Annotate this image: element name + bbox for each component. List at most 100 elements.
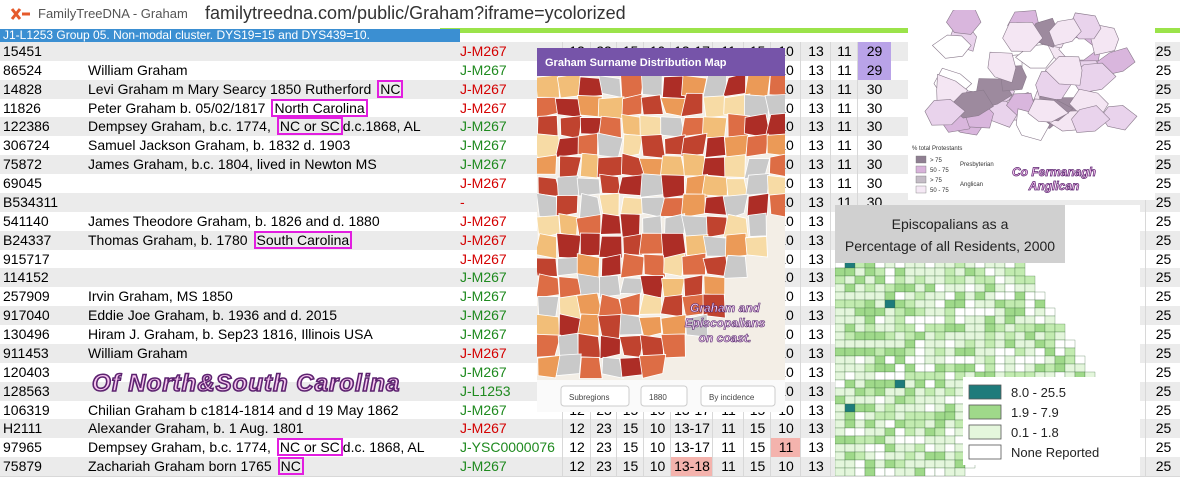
county <box>681 252 707 276</box>
county <box>894 323 906 333</box>
county <box>944 379 956 389</box>
name-text: Alexander Graham, b. 1 Aug. 1801 <box>88 420 304 437</box>
county <box>556 72 581 99</box>
county <box>884 379 896 389</box>
county <box>894 331 906 341</box>
county <box>914 411 926 421</box>
county <box>894 467 906 476</box>
county <box>576 177 601 197</box>
county <box>579 356 603 379</box>
county <box>854 267 866 277</box>
kit-number: 97965 <box>3 439 42 456</box>
county <box>1044 307 1056 317</box>
kit-number: 15451 <box>3 43 42 59</box>
county <box>984 323 996 333</box>
county <box>854 443 866 453</box>
county <box>1014 275 1026 285</box>
haplogroup: - <box>460 193 465 210</box>
county <box>1004 363 1016 373</box>
dropdown[interactable] <box>640 385 688 407</box>
county <box>914 347 926 357</box>
kit-number: 306724 <box>3 137 50 154</box>
tab-title[interactable]: FamilyTreeDNA - Graham <box>38 6 188 21</box>
county <box>894 315 906 325</box>
kit-number: 122386 <box>3 118 50 135</box>
county <box>844 275 856 285</box>
haplogroup: J-M267 <box>460 288 507 305</box>
marker-value: 13 <box>800 117 831 137</box>
county <box>934 267 946 277</box>
name-cell: Chilian Graham b c1814-1814 and d 19 May… <box>88 401 456 420</box>
county <box>874 435 886 445</box>
name-text: Levi Graham m Mary Searcy 1850 Rutherfor… <box>88 80 372 97</box>
county <box>835 451 846 461</box>
dropdown[interactable] <box>560 385 630 407</box>
county <box>1034 307 1046 317</box>
marker-value: 25 <box>1145 362 1180 382</box>
county <box>619 313 643 336</box>
county <box>844 379 856 389</box>
county <box>904 315 916 325</box>
dropdown[interactable] <box>700 385 776 407</box>
county <box>944 315 956 325</box>
county <box>835 435 846 445</box>
marker-value: 25 <box>1145 343 1180 363</box>
name-cell: Zachariah Graham born 1765 NC <box>88 457 456 476</box>
county <box>904 443 916 453</box>
marker-value: 23 <box>590 419 617 439</box>
highlight-box: South Carolina <box>253 230 353 249</box>
marker-value: 25 <box>1145 249 1180 269</box>
county <box>904 451 916 461</box>
county <box>1044 323 1056 333</box>
county <box>874 315 886 325</box>
name-text: Dempsey Graham, b.c. 1774, <box>88 439 271 456</box>
county <box>984 355 996 365</box>
county <box>904 267 916 277</box>
county <box>994 323 1006 333</box>
county <box>934 451 946 461</box>
county <box>864 323 876 333</box>
county <box>854 355 866 365</box>
county <box>702 235 728 257</box>
legend-swatch <box>915 165 927 174</box>
county <box>680 132 708 157</box>
county <box>934 315 946 325</box>
county <box>994 347 1006 357</box>
county <box>1014 315 1026 325</box>
county <box>1074 363 1086 373</box>
county <box>944 339 956 349</box>
county <box>904 411 916 421</box>
county <box>864 347 876 357</box>
county <box>934 363 946 373</box>
county <box>904 323 916 333</box>
county <box>944 467 956 476</box>
county <box>1014 267 1026 277</box>
county <box>1014 299 1026 309</box>
county <box>854 451 866 461</box>
county <box>854 307 866 317</box>
county <box>1024 323 1036 333</box>
county <box>1024 355 1036 365</box>
legend-swatch <box>968 424 1002 440</box>
marker-value: 15 <box>616 438 644 458</box>
county <box>555 353 582 377</box>
county <box>924 371 936 381</box>
county <box>864 411 876 421</box>
county <box>622 133 644 159</box>
dropdown-label: By incidence <box>709 393 755 402</box>
parish <box>1048 18 1082 46</box>
url[interactable]: familytreedna.com/public/Graham?iframe=y… <box>205 3 626 23</box>
county <box>904 283 916 293</box>
parish <box>1002 21 1044 52</box>
marker-value: 25 <box>1145 268 1180 288</box>
county <box>864 363 876 373</box>
county <box>934 275 946 285</box>
county <box>904 395 916 405</box>
marker-value: 13 <box>800 98 831 118</box>
county <box>994 299 1006 309</box>
county <box>904 291 916 301</box>
county <box>680 92 704 118</box>
county <box>1004 331 1016 341</box>
county <box>1004 315 1016 325</box>
county <box>934 459 946 469</box>
